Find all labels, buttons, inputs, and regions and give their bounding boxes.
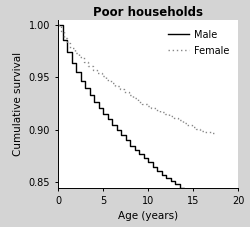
Y-axis label: Cumulative survival: Cumulative survival (13, 52, 23, 156)
Title: Poor households: Poor households (93, 5, 203, 19)
X-axis label: Age (years): Age (years) (118, 211, 178, 222)
Legend: Male, Female: Male, Female (166, 28, 232, 58)
